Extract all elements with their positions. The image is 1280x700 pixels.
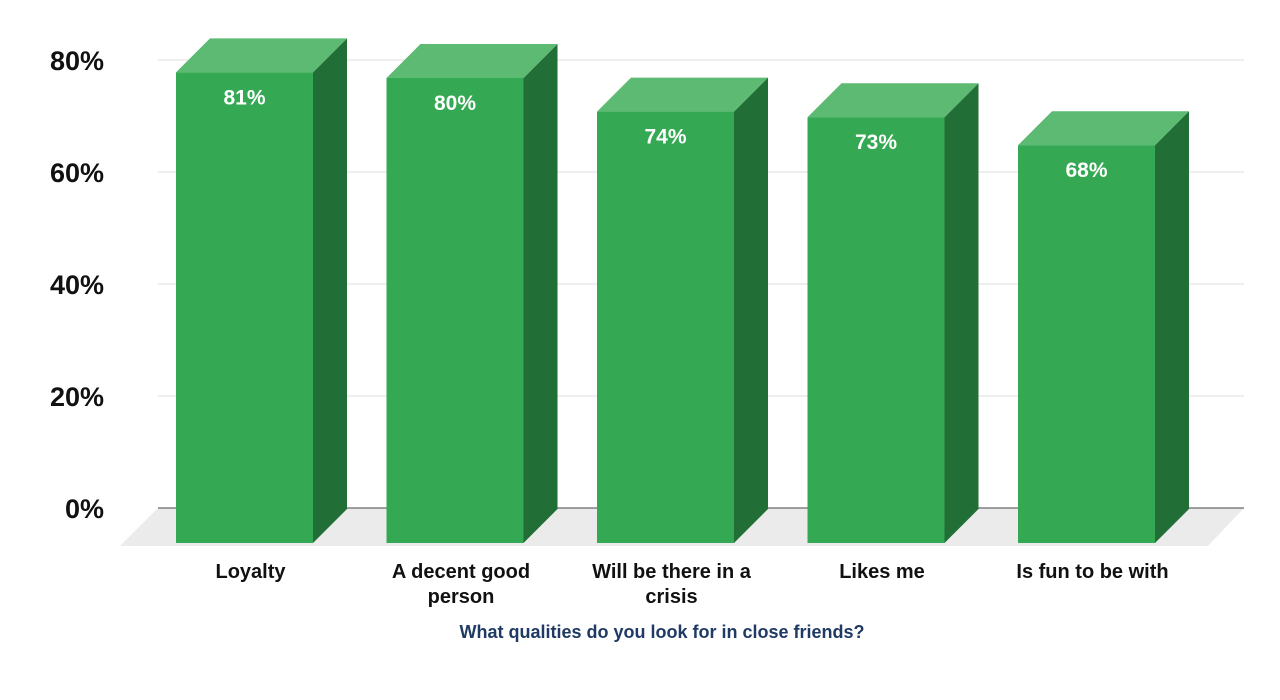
category-label: Is fun to be with: [1016, 561, 1168, 583]
bar-front-face: [807, 117, 945, 543]
data-label: 68%: [1065, 159, 1107, 182]
y-tick-label: 60%: [50, 158, 104, 188]
bar-front-face: [176, 72, 313, 544]
category-label: Will be there in a crisis: [592, 561, 752, 608]
bar-top-face: [597, 77, 768, 112]
y-tick-label: 80%: [50, 46, 104, 76]
bar-top-face: [176, 38, 347, 73]
bar-top-face: [386, 44, 558, 78]
bar-top-face: [807, 83, 979, 118]
data-label: 81%: [223, 86, 265, 109]
y-tick-label: 0%: [65, 494, 104, 524]
data-label: 80%: [434, 92, 476, 115]
category-label: Loyalty: [215, 561, 286, 583]
bar: 81%: [176, 38, 347, 544]
bar-side-face: [1155, 111, 1189, 543]
data-label: 73%: [855, 131, 897, 154]
bar: 68%: [1018, 111, 1189, 543]
bar-side-face: [313, 38, 347, 544]
bar-side-face: [523, 44, 558, 543]
bar-side-face: [944, 83, 979, 543]
bar-front-face: [1018, 145, 1155, 543]
y-tick-label: 40%: [50, 270, 104, 300]
bar-front-face: [597, 111, 734, 543]
bar-front-face: [386, 78, 524, 543]
category-label: Likes me: [839, 561, 925, 583]
bar: 73%: [807, 83, 979, 543]
bar-top-face: [1018, 111, 1189, 146]
category-label: A decent good person: [392, 561, 530, 608]
bar-side-face: [734, 77, 768, 543]
bar: 80%: [386, 44, 558, 543]
bar: 74%: [597, 77, 768, 543]
y-tick-label: 20%: [50, 382, 104, 412]
x-axis-title: What qualities do you look for in close …: [459, 622, 864, 642]
data-label: 74%: [644, 126, 686, 149]
